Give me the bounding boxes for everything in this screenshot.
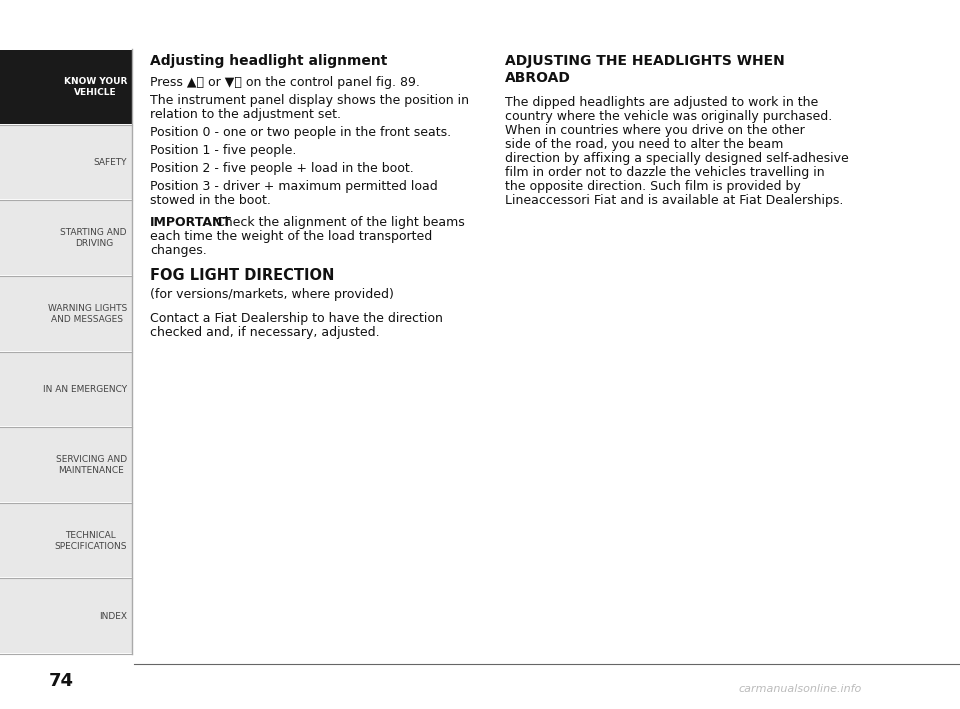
Text: SERVICING AND
MAINTENANCE: SERVICING AND MAINTENANCE: [56, 455, 127, 475]
Text: Press ▲ⓓ or ▼ⓓ on the control panel fig. 89.: Press ▲ⓓ or ▼ⓓ on the control panel fig.…: [150, 76, 420, 89]
Text: Position 2 - five people + load in the boot.: Position 2 - five people + load in the b…: [150, 162, 414, 175]
Text: Position 3 - driver + maximum permitted load: Position 3 - driver + maximum permitted …: [150, 180, 438, 193]
Text: carmanualsonline.info: carmanualsonline.info: [738, 684, 862, 694]
Bar: [0, 428, 132, 502]
Bar: [0, 125, 132, 199]
Text: ADJUSTING THE HEADLIGHTS WHEN
ABROAD: ADJUSTING THE HEADLIGHTS WHEN ABROAD: [505, 54, 784, 85]
Text: stowed in the boot.: stowed in the boot.: [150, 194, 271, 207]
Text: direction by affixing a specially designed self-adhesive: direction by affixing a specially design…: [505, 152, 849, 165]
Text: each time the weight of the load transported: each time the weight of the load transpo…: [150, 230, 432, 243]
Text: TECHNICAL
SPECIFICATIONS: TECHNICAL SPECIFICATIONS: [55, 530, 127, 551]
Text: KNOW YOUR
VEHICLE: KNOW YOUR VEHICLE: [63, 77, 127, 97]
Bar: [0, 352, 132, 426]
Text: The instrument panel display shows the position in: The instrument panel display shows the p…: [150, 94, 469, 107]
Text: the opposite direction. Such film is provided by: the opposite direction. Such film is pro…: [505, 180, 801, 193]
Bar: [0, 504, 132, 577]
Text: IMPORTANT: IMPORTANT: [150, 216, 232, 229]
Text: Lineaccessori Fiat and is available at Fiat Dealerships.: Lineaccessori Fiat and is available at F…: [505, 194, 844, 207]
Text: Adjusting headlight alignment: Adjusting headlight alignment: [150, 54, 388, 68]
Text: changes.: changes.: [150, 244, 206, 257]
Bar: [0, 50, 132, 123]
Text: The dipped headlights are adjusted to work in the: The dipped headlights are adjusted to wo…: [505, 96, 818, 109]
Text: Position 0 - one or two people in the front seats.: Position 0 - one or two people in the fr…: [150, 126, 451, 139]
Bar: [0, 579, 132, 653]
Text: (for versions/markets, where provided): (for versions/markets, where provided): [150, 288, 394, 301]
Text: IN AN EMERGENCY: IN AN EMERGENCY: [43, 385, 127, 393]
Text: film in order not to dazzle the vehicles travelling in: film in order not to dazzle the vehicles…: [505, 166, 825, 179]
Text: WARNING LIGHTS
AND MESSAGES: WARNING LIGHTS AND MESSAGES: [48, 303, 127, 324]
Bar: [0, 277, 132, 350]
Text: Contact a Fiat Dealership to have the direction: Contact a Fiat Dealership to have the di…: [150, 312, 443, 325]
Text: Position 1 - five people.: Position 1 - five people.: [150, 144, 297, 157]
Text: checked and, if necessary, adjusted.: checked and, if necessary, adjusted.: [150, 326, 379, 339]
Bar: [0, 201, 132, 275]
Text: STARTING AND
DRIVING: STARTING AND DRIVING: [60, 228, 127, 248]
Text: country where the vehicle was originally purchased.: country where the vehicle was originally…: [505, 110, 832, 123]
Text: Check the alignment of the light beams: Check the alignment of the light beams: [212, 216, 465, 229]
Text: SAFETY: SAFETY: [93, 158, 127, 167]
Text: INDEX: INDEX: [99, 612, 127, 620]
Text: FOG LIGHT DIRECTION: FOG LIGHT DIRECTION: [150, 268, 334, 283]
Text: side of the road, you need to alter the beam: side of the road, you need to alter the …: [505, 138, 783, 151]
Text: When in countries where you drive on the other: When in countries where you drive on the…: [505, 124, 804, 137]
Text: 74: 74: [49, 672, 74, 690]
Text: relation to the adjustment set.: relation to the adjustment set.: [150, 108, 341, 121]
